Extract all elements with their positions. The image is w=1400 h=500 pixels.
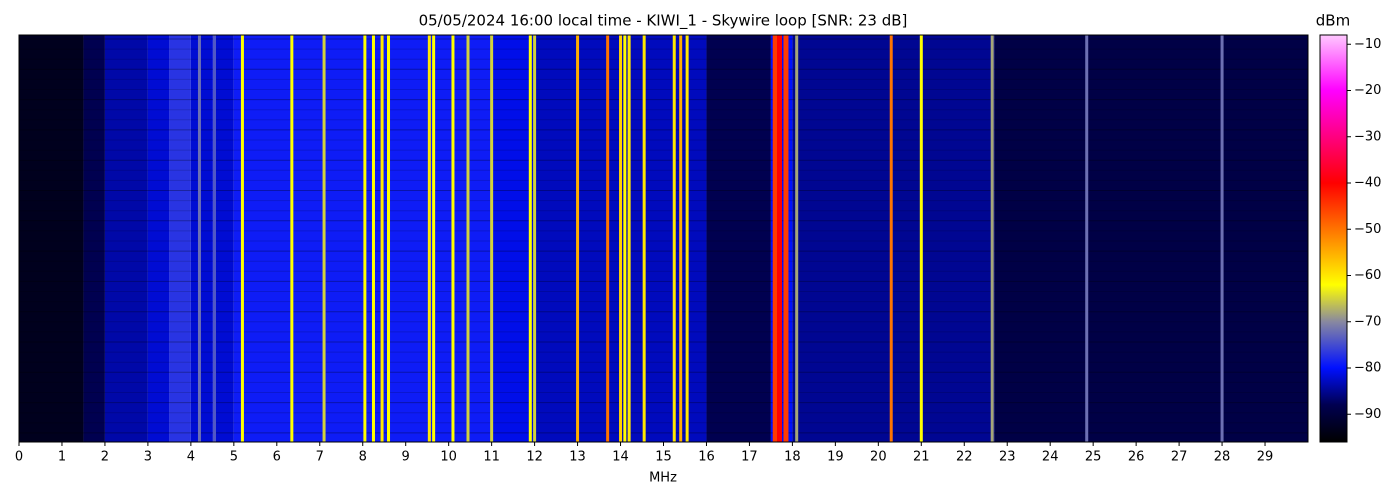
x-tick-label: 8 bbox=[359, 450, 367, 465]
noise-floor bbox=[994, 35, 1308, 442]
signal-line bbox=[623, 35, 627, 442]
x-tick-label: 25 bbox=[1085, 450, 1102, 465]
x-tick-label: 10 bbox=[440, 450, 457, 465]
signal-line bbox=[427, 35, 431, 442]
x-tick-label: 7 bbox=[316, 450, 324, 465]
signal-line bbox=[533, 35, 537, 442]
colorbar-tick-label: −50 bbox=[1354, 222, 1381, 237]
colorbar-tick-label: −80 bbox=[1354, 361, 1381, 376]
x-tick-label: 11 bbox=[483, 450, 500, 465]
noise-floor bbox=[706, 35, 771, 442]
signal-line bbox=[919, 35, 923, 442]
colorbar-tick-label: −10 bbox=[1354, 37, 1381, 52]
signal-line bbox=[1085, 35, 1089, 442]
signal-line bbox=[672, 35, 676, 442]
x-tick-label: 13 bbox=[569, 450, 586, 465]
chart-title: 05/05/2024 16:00 local time - KIWI_1 - S… bbox=[419, 12, 908, 31]
x-tick-label: 29 bbox=[1257, 450, 1274, 465]
x-tick-label: 22 bbox=[956, 450, 973, 465]
noise-floor bbox=[104, 35, 148, 442]
noise-floor bbox=[792, 35, 995, 442]
signal-line bbox=[783, 35, 789, 442]
signal-line bbox=[685, 35, 689, 442]
colorbar-tick-label: −90 bbox=[1354, 407, 1381, 422]
x-tick-label: 3 bbox=[144, 450, 152, 465]
colorbar bbox=[1319, 34, 1348, 443]
colorbar-label: dBm bbox=[1316, 12, 1350, 30]
signal-line bbox=[990, 35, 994, 442]
x-tick-label: 6 bbox=[273, 450, 281, 465]
x-axis-label: MHz bbox=[649, 471, 677, 486]
x-tick-label: 1 bbox=[58, 450, 66, 465]
x-tick-label: 2 bbox=[101, 450, 109, 465]
x-tick-label: 27 bbox=[1171, 450, 1188, 465]
colorbar-tick-label: −70 bbox=[1354, 314, 1381, 329]
x-tick-label: 16 bbox=[698, 450, 715, 465]
signal-line bbox=[772, 35, 778, 442]
signal-line bbox=[451, 35, 455, 442]
signal-line bbox=[490, 35, 494, 442]
noise-floor bbox=[212, 35, 234, 442]
colorbar-tick-label: −30 bbox=[1354, 129, 1381, 144]
colorbar-tick-label: −60 bbox=[1354, 268, 1381, 283]
noise-floor bbox=[233, 35, 492, 442]
signal-line bbox=[387, 35, 391, 442]
x-tick-label: 21 bbox=[913, 450, 930, 465]
x-tick-label: 12 bbox=[526, 450, 543, 465]
signal-line bbox=[322, 35, 326, 442]
x-tick-label: 19 bbox=[827, 450, 844, 465]
x-tick-label: 4 bbox=[187, 450, 195, 465]
signal-line bbox=[240, 35, 244, 442]
signal-line bbox=[371, 35, 375, 442]
x-tick-label: 14 bbox=[612, 450, 629, 465]
signal-line bbox=[212, 35, 216, 442]
noise-floor bbox=[190, 35, 213, 442]
signal-line bbox=[466, 35, 470, 442]
x-tick-label: 15 bbox=[655, 450, 672, 465]
signal-line bbox=[1220, 35, 1224, 442]
signal-line bbox=[619, 35, 623, 442]
noise-floor bbox=[147, 35, 170, 442]
signal-line bbox=[795, 35, 799, 442]
x-tick-label: 17 bbox=[741, 450, 758, 465]
signal-line bbox=[363, 35, 367, 442]
x-tick-label: 20 bbox=[870, 450, 887, 465]
x-tick-label: 28 bbox=[1214, 450, 1231, 465]
x-tick-label: 24 bbox=[1042, 450, 1059, 465]
noise-floor bbox=[169, 35, 191, 442]
signal-line bbox=[627, 35, 631, 442]
signal-line bbox=[606, 35, 610, 442]
noise-floor bbox=[19, 35, 84, 442]
signal-line bbox=[432, 35, 436, 442]
signal-line bbox=[889, 35, 893, 442]
x-tick-label: 0 bbox=[15, 450, 23, 465]
x-tick-label: 9 bbox=[402, 450, 410, 465]
noise-floor bbox=[491, 35, 535, 442]
colorbar-tick-label: −20 bbox=[1354, 83, 1381, 98]
signal-line bbox=[528, 35, 532, 442]
colorbar-tick-label: −40 bbox=[1354, 176, 1381, 191]
signal-line bbox=[197, 35, 201, 442]
signal-line bbox=[576, 35, 580, 442]
x-tick-label: 23 bbox=[999, 450, 1016, 465]
signal-line bbox=[290, 35, 294, 442]
x-tick-label: 26 bbox=[1128, 450, 1145, 465]
x-tick-label: 18 bbox=[784, 450, 801, 465]
signal-line bbox=[642, 35, 646, 442]
noise-floor bbox=[83, 35, 105, 442]
signal-line bbox=[777, 35, 783, 442]
signal-line bbox=[679, 35, 683, 442]
signal-line bbox=[380, 35, 384, 442]
x-tick-label: 5 bbox=[230, 450, 238, 465]
